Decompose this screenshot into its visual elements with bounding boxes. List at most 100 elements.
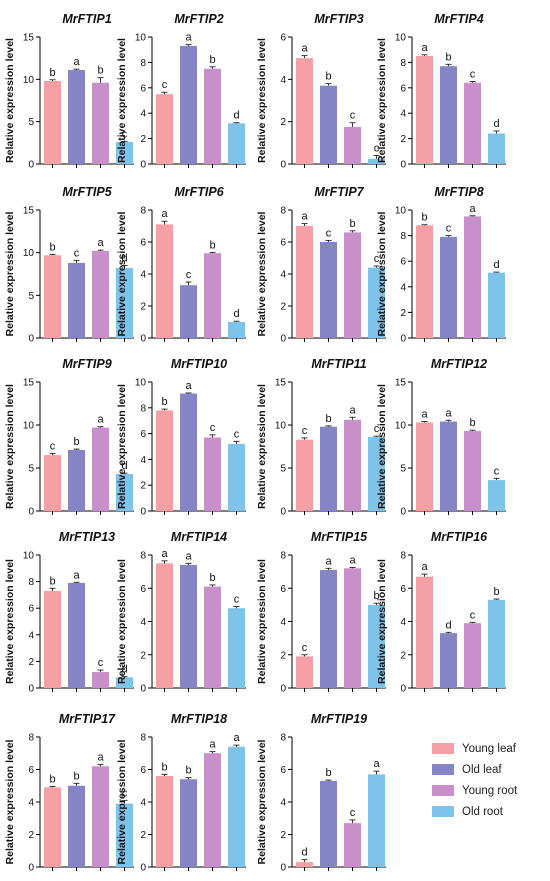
- significance-letter: c: [122, 787, 128, 799]
- y-tick-label: 2: [28, 830, 34, 841]
- significance-letter: c: [122, 128, 128, 140]
- y-tick-label: 0: [400, 160, 406, 171]
- y-tick-label: 6: [140, 765, 146, 776]
- significance-letter: a: [73, 569, 80, 581]
- bar: [116, 268, 133, 338]
- significance-letter: c: [446, 223, 452, 235]
- bar: [464, 431, 481, 511]
- y-tick-label: 5: [28, 117, 34, 128]
- bar: [44, 455, 61, 511]
- significance-letter: b: [49, 774, 55, 786]
- bar: [320, 780, 337, 867]
- y-tick-label: 8: [28, 577, 34, 588]
- y-tick-label: 0: [280, 507, 286, 518]
- y-tick-label: 10: [395, 421, 407, 432]
- significance-letter: a: [161, 548, 168, 560]
- significance-letter: b: [49, 241, 55, 253]
- y-tick-label: 6: [28, 765, 34, 776]
- chart-title: MrFTIP5: [62, 185, 112, 199]
- y-tick-label: 2: [400, 308, 406, 319]
- chart-title: MrFTIP18: [171, 712, 227, 726]
- bar: [68, 262, 85, 338]
- bar: [68, 449, 85, 511]
- bar: [368, 158, 385, 164]
- legend-swatch: [432, 806, 454, 817]
- legend-label: Young root: [462, 784, 518, 797]
- significance-letter: b: [325, 71, 331, 83]
- bar: [368, 267, 385, 338]
- y-tick-label: 0: [28, 507, 34, 518]
- significance-letter: c: [302, 642, 308, 654]
- legend-label: Old leaf: [462, 763, 502, 776]
- chart-title: MrFTIP7: [314, 185, 364, 199]
- significance-letter: c: [470, 609, 476, 621]
- y-tick-label: 6: [280, 584, 286, 595]
- bar: [44, 590, 61, 688]
- significance-letter: a: [185, 550, 192, 562]
- y-tick-label: 4: [140, 455, 146, 466]
- significance-letter: c: [210, 422, 216, 434]
- bar: [204, 586, 221, 688]
- y-axis-label: Relative expression level: [4, 384, 16, 509]
- panel-mrftip9: MrFTIP9 Relative expression level 0 5 10 15 c b…: [4, 357, 134, 518]
- panel-mrftip15: MrFTIP15 Relative expression level 0 2 4 6 8 c a…: [256, 530, 386, 695]
- y-tick-label: 2: [140, 830, 146, 841]
- y-tick-label: 10: [395, 206, 407, 217]
- y-tick-label: 5: [28, 464, 34, 475]
- y-tick-label: 10: [23, 551, 35, 562]
- y-tick-label: 8: [140, 58, 146, 69]
- bar: [344, 232, 361, 338]
- panel-mrftip7: MrFTIP7 Relative expression level 0 2 4 6 8 a c b…: [256, 185, 386, 345]
- bar: [228, 322, 245, 338]
- bar: [116, 803, 133, 867]
- y-tick-label: 2: [400, 650, 406, 661]
- y-axis-label: Relative expression level: [4, 739, 16, 864]
- chart-title: MrFTIP17: [59, 712, 116, 726]
- bar: [180, 285, 197, 338]
- significance-letter: b: [373, 590, 379, 602]
- y-tick-label: 4: [400, 109, 406, 120]
- bar: [180, 393, 197, 511]
- y-tick-label: 8: [400, 231, 406, 242]
- panel-mrftip8: MrFTIP8 Relative expression level 0 2 4 6 8 10 b…: [376, 185, 506, 345]
- significance-letter: b: [209, 239, 215, 251]
- y-tick-label: 0: [280, 684, 286, 695]
- panel-mrftip18: MrFTIP18 Relative expression level 0 2 4 6 8 b b…: [116, 712, 246, 874]
- significance-letter: b: [325, 767, 331, 779]
- y-tick-label: 6: [28, 604, 34, 615]
- panel-mrftip10: MrFTIP10 Relative expression level 0 2 4 6 8 10…: [116, 357, 246, 518]
- panel-mrftip5: MrFTIP5 Relative expression level 0 5 10 15 b c…: [4, 185, 134, 345]
- y-tick-label: 6: [280, 765, 286, 776]
- y-tick-label: 15: [23, 33, 35, 44]
- y-tick-label: 6: [140, 83, 146, 94]
- significance-letter: a: [185, 32, 192, 44]
- y-tick-label: 10: [135, 378, 147, 389]
- significance-letter: d: [493, 118, 499, 130]
- significance-letter: a: [73, 56, 80, 68]
- bar: [320, 85, 337, 164]
- y-axis-label: Relative expression level: [256, 384, 268, 509]
- significance-letter: d: [493, 259, 499, 271]
- significance-letter: b: [185, 765, 191, 777]
- bar: [344, 126, 361, 164]
- y-tick-label: 5: [400, 464, 406, 475]
- legend-item-old-leaf: Old leaf: [432, 759, 548, 780]
- y-tick-label: 4: [280, 798, 286, 809]
- bar: [464, 623, 481, 688]
- y-tick-label: 0: [140, 863, 146, 874]
- y-axis-label: Relative expression level: [116, 739, 128, 864]
- chart-title: MrFTIP4: [434, 12, 483, 26]
- y-tick-label: 2: [140, 302, 146, 313]
- bar: [156, 776, 173, 867]
- bar: [44, 255, 61, 338]
- bar: [204, 753, 221, 867]
- significance-letter: a: [373, 758, 380, 770]
- bar: [488, 599, 505, 688]
- y-tick-label: 8: [140, 733, 146, 744]
- significance-letter: c: [494, 465, 500, 477]
- y-axis-label: Relative expression level: [256, 739, 268, 864]
- legend-label: Old root: [462, 805, 503, 818]
- bar: [344, 823, 361, 867]
- y-tick-label: 4: [28, 798, 34, 809]
- y-axis-label: Relative expression level: [116, 211, 128, 336]
